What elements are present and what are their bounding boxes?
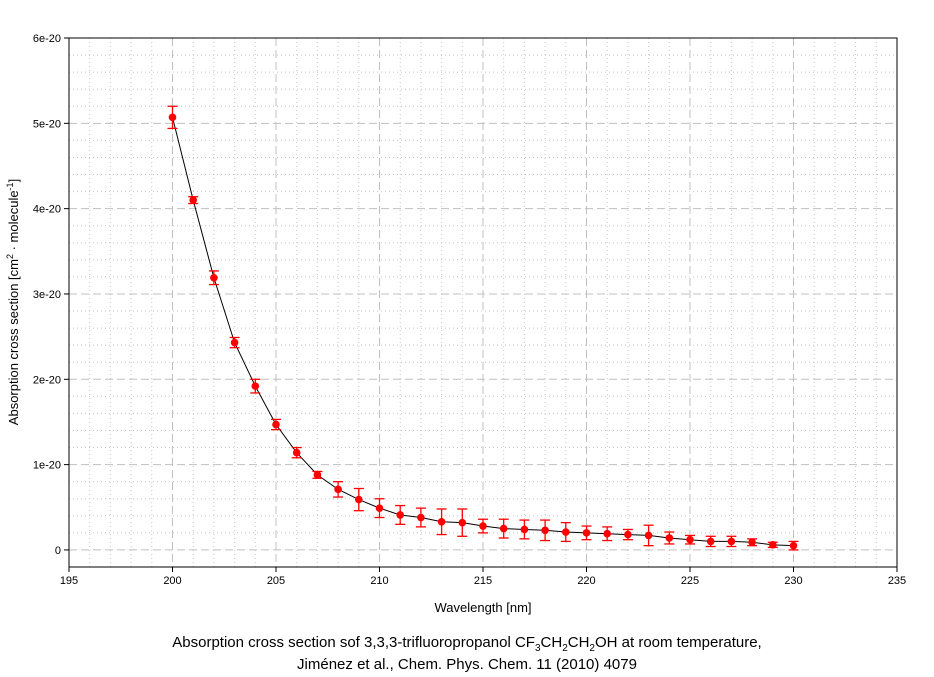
chart-title-part: 2 [562, 643, 568, 654]
data-point [230, 338, 239, 347]
data-point [210, 273, 218, 282]
data-point [272, 420, 280, 429]
data-point [686, 535, 694, 544]
data-point [624, 530, 632, 539]
data-point [458, 518, 467, 527]
y-axis-label-part: 2 [5, 254, 15, 259]
x-tick-label: 220 [577, 575, 595, 587]
x-tick-label: 210 [370, 575, 388, 587]
y-axis-label-part: Absorption cross section [cm [6, 259, 21, 425]
data-point [644, 531, 653, 540]
data-point [582, 529, 591, 537]
data-point [520, 525, 529, 534]
chart-title-part: 2 [589, 643, 595, 654]
y-tick-label: 6e-20 [33, 33, 61, 45]
data-point [706, 537, 715, 546]
chart-title-part: CH [567, 634, 590, 651]
data-point [334, 485, 342, 494]
data-point [499, 524, 508, 533]
data-point [603, 529, 611, 538]
data-point [789, 541, 798, 550]
data-point [479, 522, 487, 530]
data-points [168, 113, 798, 550]
data-point [355, 495, 363, 504]
y-tick-label: 5e-20 [33, 118, 61, 130]
y-axis-label-part: · molecule [6, 190, 21, 254]
x-tick-label: 235 [888, 575, 906, 587]
chart-title: Absorption cross section sof 3,3,3-trifl… [0, 634, 934, 654]
y-tick-label: 4e-20 [33, 204, 61, 216]
x-tick-label: 215 [474, 575, 492, 587]
y-axis-label: Absorption cross section [cm2 · molecule… [5, 179, 21, 425]
data-point [417, 513, 425, 522]
data-point [251, 382, 260, 390]
data-point [168, 113, 177, 122]
y-tick-label: 3e-20 [33, 289, 61, 301]
chart-subtitle: Jiménez et al., Chem. Phys. Chem. 11 (20… [297, 656, 637, 673]
chart-title-part: OH at room temperature, [594, 634, 762, 651]
x-tick-label: 200 [163, 575, 181, 587]
grid [69, 38, 897, 568]
data-point [769, 541, 777, 549]
data-point [665, 534, 674, 542]
data-point [375, 504, 384, 512]
x-tick-label: 230 [784, 575, 802, 587]
data-point [748, 538, 756, 547]
data-point [292, 448, 301, 457]
chart: 195 200 205 210 215 220 225 230 235 0 1e-20 2e-20 3e… [5, 33, 906, 615]
x-axis-label: Wavelength [nm] [434, 600, 531, 615]
y-tick-label: 2e-20 [33, 374, 61, 386]
chart-title-part: CH [540, 634, 563, 651]
data-point [189, 196, 197, 204]
data-point [727, 537, 736, 546]
data-point [396, 511, 405, 519]
x-tick-label: 195 [60, 575, 78, 587]
data-point [541, 526, 549, 535]
chart-title-part: 3 [534, 643, 541, 654]
data-point [562, 528, 570, 536]
data-point [313, 471, 322, 479]
data-point [437, 517, 446, 526]
y-axis-label-part: ] [6, 179, 21, 183]
y-axis-label-part: -1 [5, 182, 15, 190]
y-tick-label: 1e-20 [33, 460, 61, 472]
y-tick-label: 0 [55, 545, 61, 557]
ticks: 195 200 205 210 215 220 225 230 235 0 1e-20 2e-20 3e… [33, 33, 906, 587]
x-tick-label: 225 [681, 575, 699, 587]
x-tick-label: 205 [267, 575, 285, 587]
chart-title-part: Absorption cross section sof 3,3,3-trifl… [172, 634, 535, 651]
